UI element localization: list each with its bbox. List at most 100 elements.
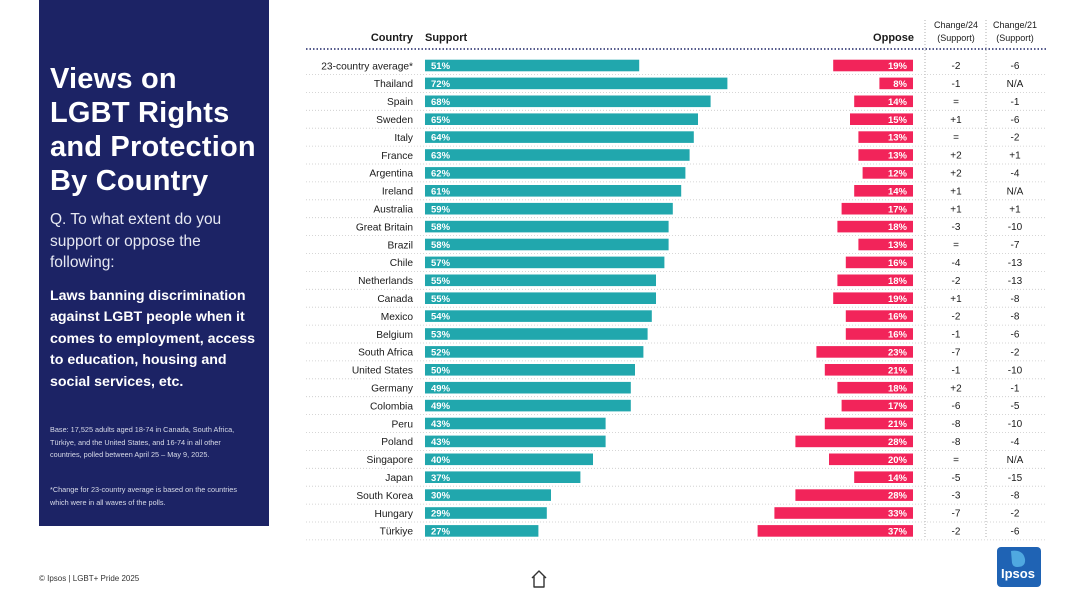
support-value: 52% <box>431 348 451 359</box>
oppose-bar <box>841 399 913 412</box>
change21-value: +1 <box>1009 204 1021 215</box>
footnote: *Change for 23-country average is based … <box>50 485 237 507</box>
support-bar <box>425 256 665 269</box>
header-change24-line1: Change/24 <box>934 20 978 30</box>
change21-value: N/A <box>1007 79 1024 90</box>
country-label: Netherlands <box>358 276 413 287</box>
support-bar <box>425 59 640 72</box>
oppose-bar <box>845 328 913 340</box>
oppose-value: 13% <box>888 133 908 144</box>
home-icon[interactable] <box>530 569 548 589</box>
support-bar <box>425 167 686 179</box>
oppose-bar <box>845 256 913 269</box>
header-oppose: Oppose <box>873 32 914 44</box>
change24-value: +1 <box>950 115 962 126</box>
oppose-value: 19% <box>888 294 908 305</box>
change21-value: -6 <box>1011 330 1020 341</box>
support-bar <box>425 381 631 394</box>
support-value: 61% <box>431 186 451 197</box>
oppose-bar <box>845 310 913 322</box>
country-label: South Korea <box>356 491 413 502</box>
support-bar <box>425 292 656 304</box>
oppose-bar <box>795 489 913 501</box>
oppose-bar <box>833 292 913 304</box>
support-value: 72% <box>431 79 451 90</box>
oppose-bar <box>757 525 913 537</box>
support-value: 43% <box>431 437 451 448</box>
support-bar <box>425 364 635 376</box>
change21-value: -13 <box>1008 258 1023 269</box>
country-label: Italy <box>394 133 414 144</box>
oppose-value: 19% <box>888 61 908 72</box>
oppose-bar <box>850 113 913 125</box>
support-bar <box>425 95 711 108</box>
oppose-bar <box>858 238 913 251</box>
change21-value: -4 <box>1011 437 1020 448</box>
oppose-value: 16% <box>888 258 908 269</box>
change24-value: -7 <box>952 509 961 520</box>
change21-value: -6 <box>1011 115 1020 126</box>
change21-value: -6 <box>1011 61 1020 72</box>
header-country: Country <box>371 32 414 44</box>
support-value: 64% <box>431 133 451 144</box>
question-text: Q. To what extent do you support or oppo… <box>50 211 222 271</box>
oppose-bar <box>862 167 913 179</box>
country-label: South Africa <box>358 348 413 359</box>
support-bar <box>425 220 669 233</box>
support-bar <box>425 131 694 143</box>
support-bar <box>425 202 673 215</box>
header-change24-line2: (Support) <box>937 33 975 43</box>
change24-value: +2 <box>950 383 962 394</box>
support-bar <box>425 399 631 412</box>
change24-value: -1 <box>952 330 961 341</box>
support-oppose-chart: Country Support Oppose Change/24 (Support) Ch… <box>306 20 1046 541</box>
oppose-value: 21% <box>888 365 908 376</box>
statement-text: Laws banning discrimination against LGBT… <box>50 287 256 390</box>
oppose-bar <box>858 149 913 161</box>
oppose-value: 23% <box>888 348 908 359</box>
support-value: 30% <box>431 491 451 502</box>
oppose-value: 18% <box>888 222 908 233</box>
support-bar <box>425 507 547 519</box>
support-value: 53% <box>431 330 451 341</box>
oppose-value: 17% <box>888 401 908 412</box>
country-label: Hungary <box>374 509 413 520</box>
change24-value: -2 <box>952 61 961 72</box>
oppose-bar <box>824 417 913 430</box>
oppose-value: 28% <box>888 491 908 502</box>
ipsos-logo-text: Ipsos <box>1001 566 1035 581</box>
change21-value: -2 <box>1011 509 1020 520</box>
country-label: Colombia <box>370 401 413 412</box>
oppose-value: 14% <box>888 473 908 484</box>
oppose-value: 12% <box>888 169 908 180</box>
support-value: 58% <box>431 222 451 233</box>
country-label: Sweden <box>376 115 413 126</box>
header-change21-line2: (Support) <box>996 33 1034 43</box>
oppose-bar <box>841 202 913 215</box>
change24-value: -2 <box>952 276 961 287</box>
country-label: Chile <box>390 258 414 269</box>
support-value: 59% <box>431 204 451 215</box>
change21-value: N/A <box>1007 455 1024 466</box>
support-value: 51% <box>431 61 451 72</box>
oppose-bar <box>833 59 913 72</box>
support-value: 55% <box>431 276 451 287</box>
change21-value: -10 <box>1008 419 1023 430</box>
country-label: Peru <box>391 419 413 430</box>
country-label: Singapore <box>367 455 414 466</box>
change21-value: +1 <box>1009 151 1021 162</box>
oppose-value: 18% <box>888 383 908 394</box>
country-label: United States <box>352 366 413 377</box>
support-value: 62% <box>431 169 451 180</box>
change21-value: -8 <box>1011 312 1020 323</box>
support-bar <box>425 238 669 251</box>
header-change21-line1: Change/21 <box>993 20 1037 30</box>
change24-value: +2 <box>950 151 962 162</box>
change24-value: -3 <box>952 491 961 502</box>
change24-value: +1 <box>950 294 962 305</box>
support-value: 29% <box>431 509 451 520</box>
change21-value: -5 <box>1011 401 1020 412</box>
change21-value: -10 <box>1008 222 1023 233</box>
change24-value: +1 <box>950 204 962 215</box>
support-value: 37% <box>431 473 451 484</box>
